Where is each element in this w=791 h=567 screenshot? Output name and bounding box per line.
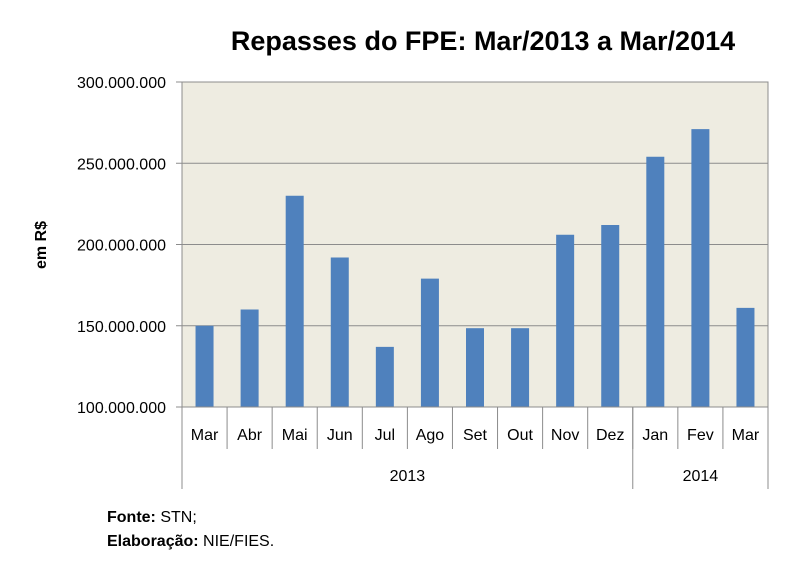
x-tick-label: Jul <box>375 427 395 444</box>
axes <box>181 82 769 489</box>
bar <box>240 309 259 407</box>
x-tick-label: Mar <box>732 427 760 444</box>
source-value: STN; <box>160 509 197 526</box>
bar <box>601 225 620 407</box>
y-tick-label: 250.000.000 <box>77 156 166 173</box>
source-label: Fonte: <box>107 509 156 526</box>
x-tick-label: Out <box>507 427 533 444</box>
x-tick-label: Fev <box>687 427 714 444</box>
x-tick-label: Jan <box>642 427 668 444</box>
x-tick-label: Set <box>463 427 488 444</box>
bar <box>736 307 755 407</box>
year-group-labels: 2013 2014 <box>390 468 719 485</box>
x-tick-label: Ago <box>416 427 445 444</box>
bar <box>285 195 304 407</box>
x-tick-labels: Mar Abr Mai Jun Jul Ago Set Out Nov Dez Jan Fev Mar <box>191 427 760 444</box>
year-group-label: 2013 <box>390 468 426 485</box>
bar <box>466 328 484 407</box>
x-tick-label: Jun <box>327 427 353 444</box>
x-tick-label: Nov <box>551 427 579 444</box>
source-line: Fonte: STN; <box>107 509 197 527</box>
bars <box>195 129 755 407</box>
y-tick-label: 300.000.000 <box>77 75 166 92</box>
x-tick-label: Abr <box>237 427 263 444</box>
y-tick-label: 200.000.000 <box>77 238 166 255</box>
bar <box>556 234 575 407</box>
prepared-line: Elaboração: NIE/FIES. <box>107 533 274 551</box>
y-tick-labels: 100.000.000 150.000.000 200.000.000 250.000… <box>77 75 166 417</box>
bar <box>330 257 349 407</box>
y-tick-label: 100.000.000 <box>77 400 166 417</box>
bar <box>375 346 394 407</box>
bar <box>691 129 710 407</box>
bar <box>420 278 439 407</box>
chart-title: Repasses do FPE: Mar/2013 a Mar/2014 <box>231 26 735 56</box>
prepared-label: Elaboração: <box>107 533 199 550</box>
bar <box>511 328 530 407</box>
year-group-label: 2014 <box>683 468 719 485</box>
y-axis-label: em R$ <box>33 221 50 269</box>
bar <box>195 325 214 407</box>
x-tick-label: Dez <box>596 427 624 444</box>
x-tick-label: Mar <box>191 427 219 444</box>
bar <box>646 156 665 407</box>
x-tick-label: Mai <box>282 427 308 444</box>
prepared-value: NIE/FIES. <box>203 533 275 550</box>
y-tick-label: 150.000.000 <box>77 319 166 336</box>
